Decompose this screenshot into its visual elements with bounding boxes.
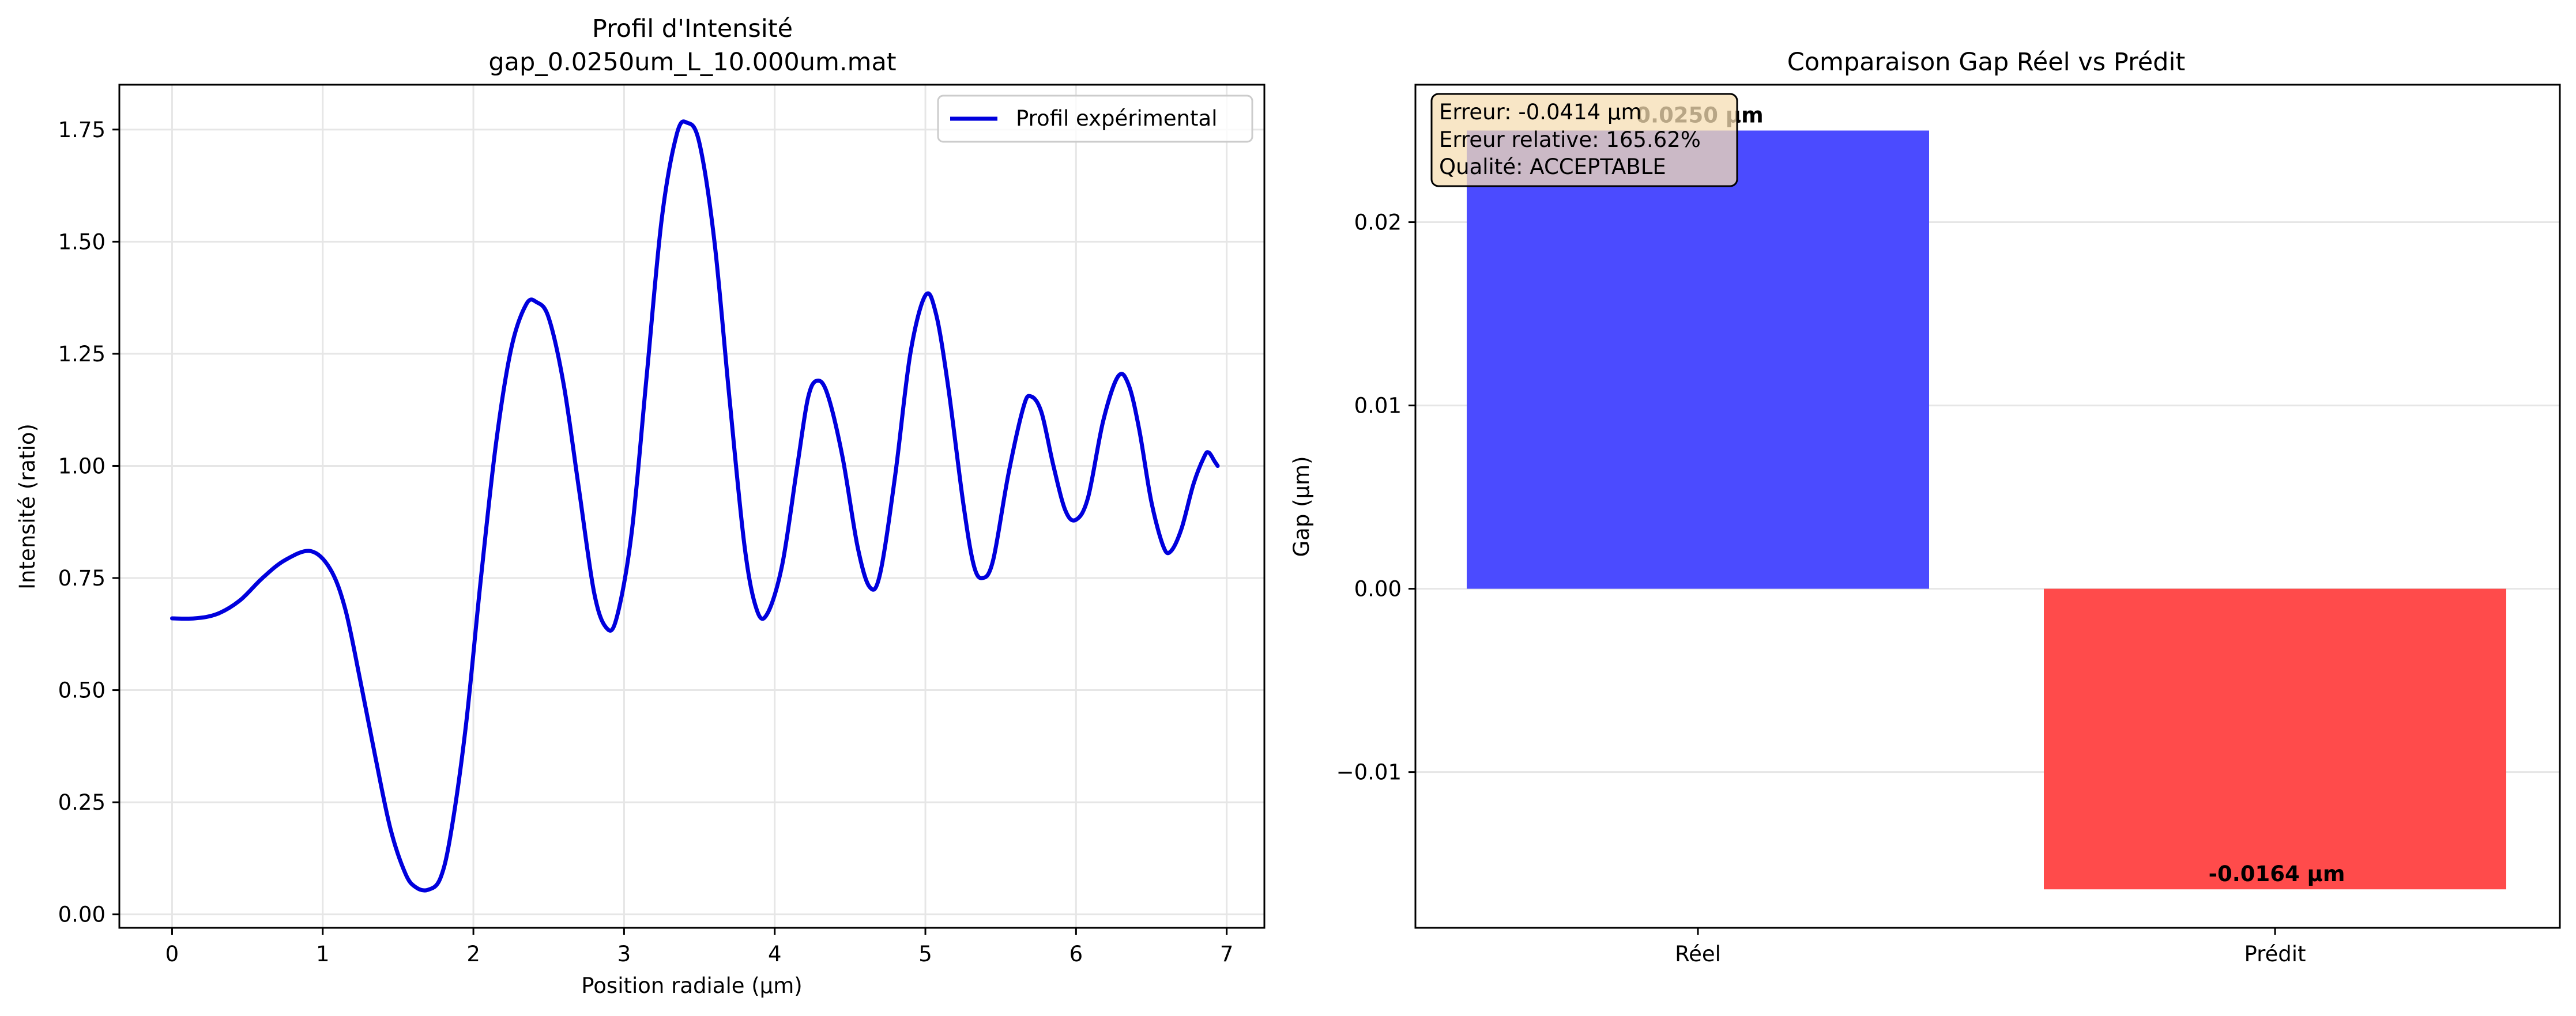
series-line-profil-experimental: [170, 119, 1220, 893]
y-axis-label: Intensité (ratio): [15, 424, 40, 590]
x-tick-label: 3: [617, 942, 631, 966]
y-tick-label: −0.01: [1336, 760, 1402, 785]
y-tick-label: 0.01: [1354, 394, 1402, 418]
x-tick-label: 5: [918, 942, 932, 966]
bar-reel: [1467, 130, 1929, 589]
bar-predit: [2044, 588, 2506, 890]
legend-label: Profil expérimental: [1016, 106, 1218, 131]
legend: Profil expérimental: [937, 95, 1253, 143]
axis-ticks: −0.01 0.00 0.01 0.02 Réel Prédit: [1336, 210, 2306, 966]
x-tick-label: 2: [466, 942, 480, 966]
y-tick-label: 0.00: [1354, 577, 1402, 602]
legend-box: [937, 95, 1253, 143]
x-axis-label: Position radiale (µm): [581, 973, 802, 998]
y-tick-label: 0.00: [58, 902, 106, 927]
annotation-relative-error: Erreur relative: 165.62%: [1439, 127, 1701, 152]
x-tick-label: 6: [1069, 942, 1083, 966]
x-tick-label: 4: [768, 942, 782, 966]
intensity-profile-chart: Profil d'Intensité gap_0.0250um_L_10.000…: [15, 14, 1266, 998]
gap-comparison-chart: Comparaison Gap Réel vs Prédit −0.01 0.00…: [1289, 48, 2561, 966]
axis-ticks: 0 1 2 3 4 5 6 7 0.00 0.25 0.50 0.75 1.00 1.25 1.50 1.75: [58, 118, 1234, 966]
plot-frame: [118, 84, 1266, 929]
y-tick-label: 1.75: [58, 118, 106, 142]
y-tick-label: 1.00: [58, 454, 106, 478]
bars: 0.0250 µm-0.0164 µm: [1467, 103, 2506, 890]
y-tick-label: 0.50: [58, 678, 106, 703]
chart-title: Comparaison Gap Réel vs Prédit: [1787, 48, 2186, 77]
grid: [119, 85, 1264, 928]
bar-value-label: -0.0164 µm: [2209, 862, 2345, 886]
x-tick-label: 1: [316, 942, 330, 966]
y-tick-label: 0.02: [1354, 210, 1402, 235]
y-tick-label: 1.50: [58, 229, 106, 254]
plot-frame: [1414, 84, 2561, 929]
y-axis-label: Gap (µm): [1289, 456, 1314, 557]
chart-title-line-2: gap_0.0250um_L_10.000um.mat: [488, 48, 896, 77]
x-tick-label: 0: [165, 942, 179, 966]
x-tick-label: Réel: [1675, 942, 1721, 966]
annotation-box: [1430, 93, 1738, 187]
y-tick-label: 0.75: [58, 566, 106, 591]
x-tick-label: 7: [1220, 942, 1234, 966]
chart-title-line-1: Profil d'Intensité: [592, 14, 793, 43]
y-tick-label: 0.25: [58, 790, 106, 815]
annotation-error: Erreur: -0.0414 µm: [1439, 100, 1642, 124]
x-tick-label: Prédit: [2244, 942, 2306, 966]
annotation-quality: Qualité: ACCEPTABLE: [1439, 154, 1666, 179]
error-annotation: Erreur: -0.0414 µm Erreur relative: 165.…: [1430, 93, 1738, 187]
y-tick-label: 1.25: [58, 342, 106, 367]
